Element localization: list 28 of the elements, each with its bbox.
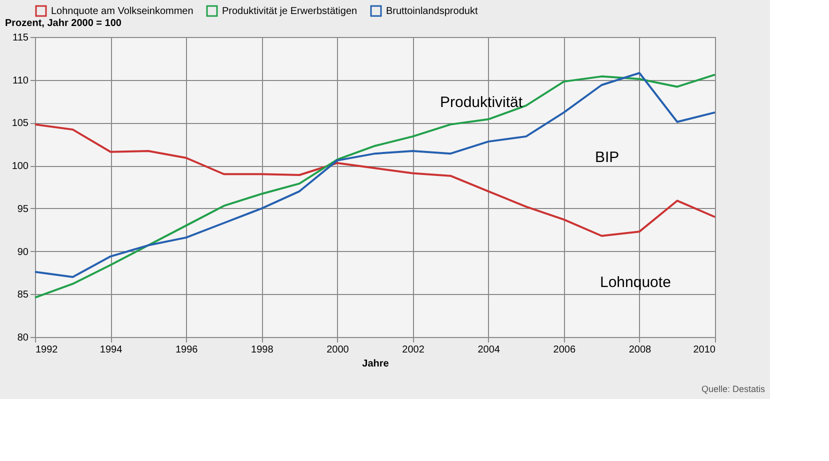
x-tick-label: 2010: [693, 344, 716, 356]
legend-label: Bruttoinlandsprodukt: [386, 6, 478, 17]
y-tick-label: 105: [12, 118, 29, 130]
y-tick-label: 115: [12, 32, 29, 44]
y-tick-label: 90: [17, 246, 29, 258]
source-note: Quelle: Destatis: [701, 384, 766, 394]
y-tick-label: 85: [17, 290, 29, 301]
x-axis-title: Jahre: [362, 358, 390, 370]
x-tick-label: 1994: [100, 344, 123, 356]
x-tick-label: 2008: [628, 344, 652, 356]
x-tick-label: 2002: [402, 344, 425, 356]
y-tick-label: 110: [12, 75, 29, 86]
y-tick-label: 100: [12, 161, 29, 172]
x-tick-label: 2000: [326, 344, 350, 356]
y-tick-label: 95: [17, 204, 29, 215]
x-tick-label: 1996: [175, 344, 198, 356]
legend-label: Produktivität je Erwerbstätigen: [222, 6, 358, 17]
annotation: Produktivität: [440, 94, 524, 111]
line-series: [34, 123, 716, 237]
y-tick-label: 80: [17, 332, 29, 344]
x-tick-label: 1992: [36, 344, 58, 356]
x-tick-label: 2006: [553, 344, 576, 356]
y-axis-title: Prozent, Jahr 2000 = 100: [5, 18, 122, 29]
x-tick-label: 1998: [251, 344, 274, 356]
annotation: BIP: [595, 149, 620, 166]
legend-label: Lohnquote am Volkseinkommen: [51, 6, 194, 17]
annotation: Lohnquote: [600, 274, 671, 291]
x-tick-label: 2004: [478, 344, 500, 356]
